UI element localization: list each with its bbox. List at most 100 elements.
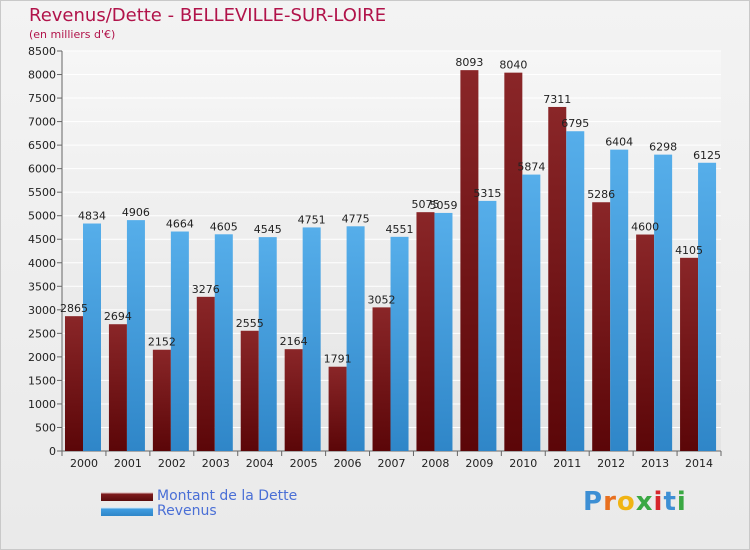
x-tick-label: 2006 <box>334 457 362 470</box>
data-label-debt: 1791 <box>324 353 352 366</box>
bar-revenue <box>478 200 497 451</box>
x-tick-label: 2013 <box>641 457 669 470</box>
bar-debt <box>240 330 259 451</box>
bar-debt <box>372 307 391 451</box>
bar-debt <box>504 72 523 451</box>
y-tick-label: 7000 <box>28 116 56 129</box>
data-label-revenue: 6795 <box>561 117 589 130</box>
data-label-debt: 8040 <box>499 59 527 72</box>
data-label-debt: 2164 <box>280 335 308 348</box>
data-label-revenue: 4775 <box>342 212 370 225</box>
bar-debt <box>548 106 567 451</box>
y-tick-label: 8500 <box>28 45 56 58</box>
x-tick-label: 2002 <box>158 457 186 470</box>
y-tick-label: 6500 <box>28 139 56 152</box>
y-tick-label: 3500 <box>28 280 56 293</box>
bar-debt <box>284 349 303 451</box>
y-tick-label: 5000 <box>28 210 56 223</box>
data-label-debt: 2555 <box>236 317 264 330</box>
y-tick-label: 0 <box>49 445 56 458</box>
x-tick-label: 2010 <box>509 457 537 470</box>
x-tick-label: 2005 <box>290 457 318 470</box>
legend-swatch-debt <box>101 492 153 501</box>
data-label-debt: 5286 <box>587 188 615 201</box>
bar-revenue <box>258 237 277 451</box>
bar-revenue <box>522 174 541 451</box>
y-tick-label: 6000 <box>28 163 56 176</box>
x-tick-label: 2001 <box>114 457 142 470</box>
x-tick-label: 2011 <box>553 457 581 470</box>
proxiti-logo: Proxiti <box>583 487 687 517</box>
bar-debt <box>108 324 127 451</box>
y-tick-label: 1000 <box>28 398 56 411</box>
bar-debt <box>592 202 611 451</box>
logo-letter: o <box>616 487 636 517</box>
bar-revenue <box>610 149 629 451</box>
chart-subtitle: (en milliers d'€) <box>29 28 116 41</box>
bar-revenue <box>434 212 453 451</box>
bar-revenue <box>654 154 673 451</box>
bar-debt <box>196 296 215 451</box>
data-label-debt: 3052 <box>368 293 396 306</box>
bar-revenue <box>302 227 321 451</box>
bar-debt <box>636 234 655 451</box>
y-tick-label: 3000 <box>28 304 56 317</box>
legend-label-debt: Montant de la Dette <box>157 488 298 504</box>
data-label-debt: 2694 <box>104 310 132 323</box>
bar-debt <box>416 212 435 451</box>
bar-debt <box>65 316 83 451</box>
y-tick-label: 4500 <box>28 233 56 246</box>
data-label-revenue: 5874 <box>517 161 545 174</box>
x-tick-label: 2014 <box>685 457 713 470</box>
bar-revenue <box>83 223 101 451</box>
y-tick-label: 500 <box>35 421 56 434</box>
legend-swatch-revenue <box>101 507 153 516</box>
logo-letter: i <box>653 487 664 517</box>
bar-debt <box>460 70 479 451</box>
data-label-revenue: 6298 <box>649 141 677 154</box>
data-label-revenue: 5315 <box>473 187 501 200</box>
data-label-revenue: 4834 <box>78 210 106 223</box>
bar-revenue <box>170 231 189 451</box>
y-tick-label: 7500 <box>28 92 56 105</box>
x-tick-label: 2012 <box>597 457 625 470</box>
data-label-revenue: 4551 <box>386 223 414 236</box>
y-tick-label: 8000 <box>28 69 56 82</box>
bar-revenue <box>346 226 365 451</box>
logo-letter: i <box>676 487 687 517</box>
data-label-revenue: 4545 <box>254 223 282 236</box>
y-tick-label: 4000 <box>28 257 56 270</box>
data-label-revenue: 4664 <box>166 218 194 231</box>
logo-letter: P <box>583 487 604 517</box>
bar-debt <box>328 366 347 451</box>
bar-debt <box>680 257 699 451</box>
data-label-debt: 2152 <box>148 336 176 349</box>
data-label-debt: 2865 <box>60 302 88 315</box>
x-tick-label: 2009 <box>465 457 493 470</box>
y-tick-label: 2500 <box>28 327 56 340</box>
logo-letter: r <box>603 487 617 517</box>
data-label-revenue: 4605 <box>210 220 238 233</box>
bar-revenue <box>214 234 233 451</box>
data-label-revenue: 4751 <box>298 213 326 226</box>
x-tick-label: 2004 <box>246 457 274 470</box>
y-tick-label: 1500 <box>28 374 56 387</box>
y-tick-label: 2000 <box>28 351 56 364</box>
y-tick-label: 5500 <box>28 186 56 199</box>
data-label-debt: 4105 <box>675 244 703 257</box>
x-tick-label: 2003 <box>202 457 230 470</box>
data-label-revenue: 6125 <box>693 149 721 162</box>
bar-revenue <box>390 236 409 451</box>
data-label-debt: 5075 <box>411 198 439 211</box>
data-label-debt: 4600 <box>631 221 659 234</box>
legend-label-revenue: Revenus <box>157 503 217 519</box>
bar-revenue <box>698 162 717 451</box>
logo-letter: x <box>635 487 654 517</box>
data-label-revenue: 6404 <box>605 136 633 149</box>
bar-revenue <box>566 131 585 451</box>
x-tick-label: 2000 <box>70 457 98 470</box>
x-tick-label: 2007 <box>378 457 406 470</box>
data-label-revenue: 5059 <box>429 199 457 212</box>
